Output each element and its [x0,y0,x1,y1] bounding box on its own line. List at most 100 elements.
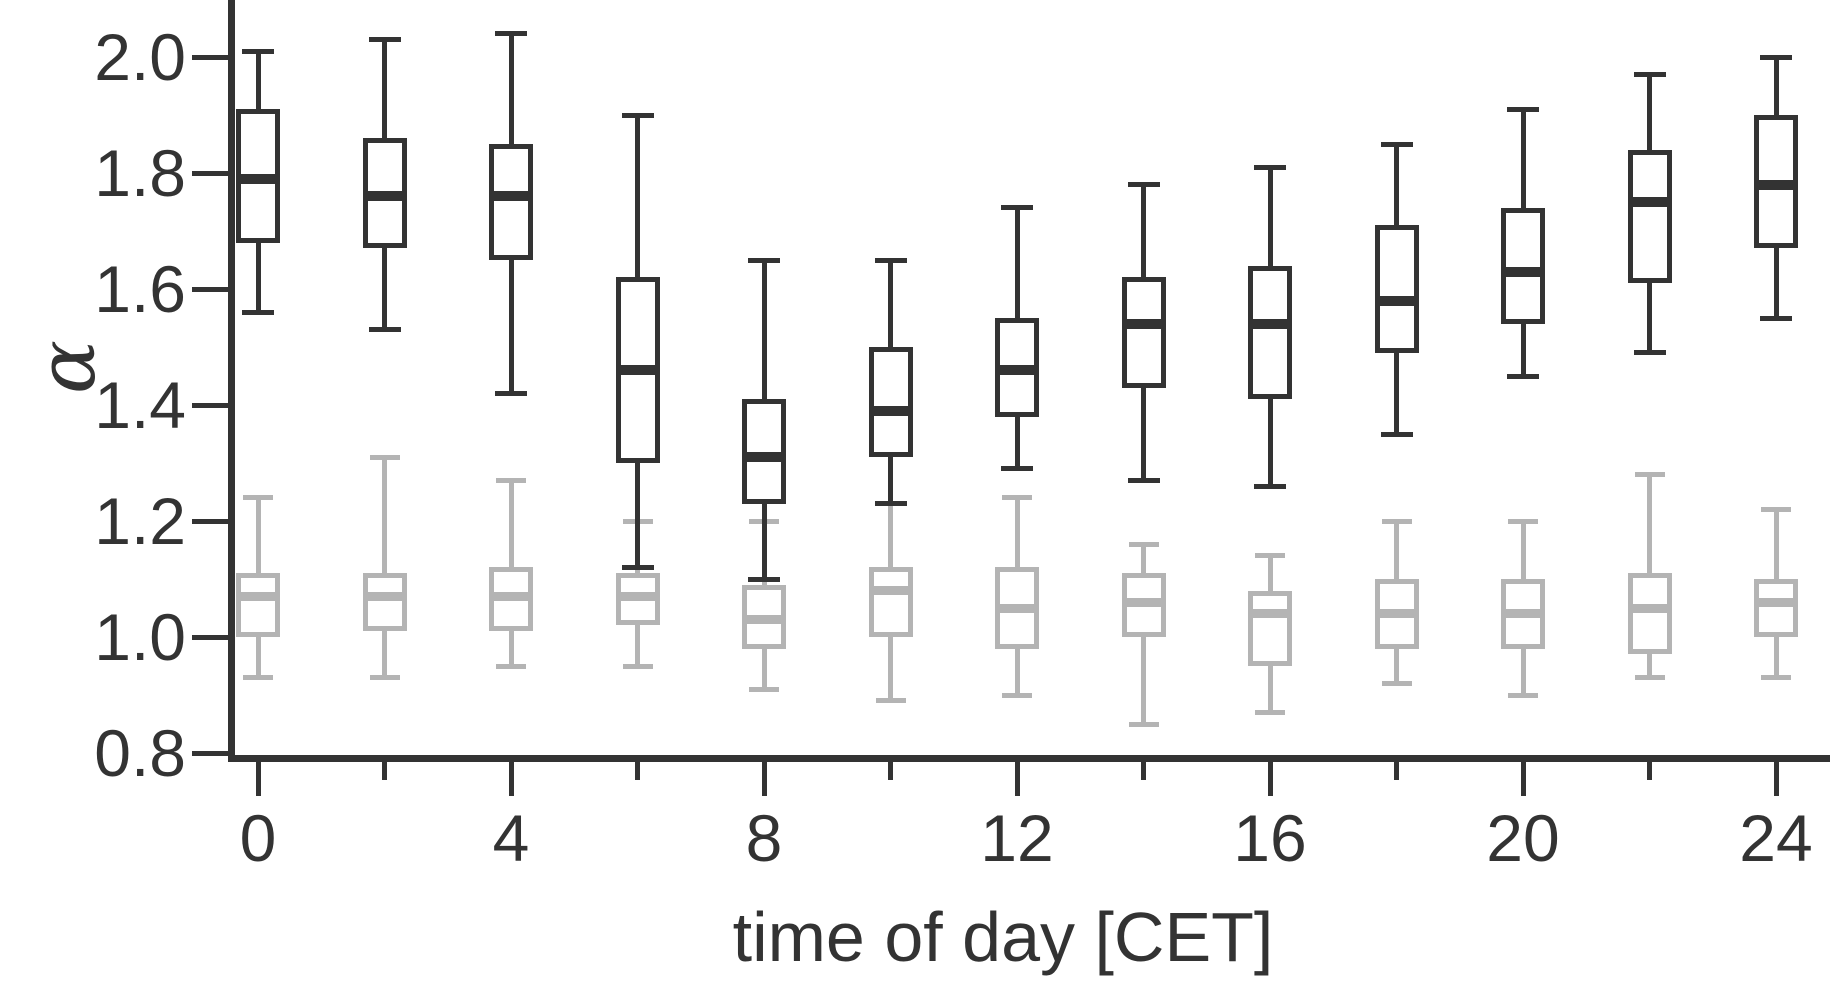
median-line-light-gray-series-h14 [1122,597,1165,607]
whisker-lower-light-gray-series-h12 [1014,648,1020,695]
box-light-gray-series-h0 [236,573,280,637]
median-line-dark-series-h14 [1122,318,1165,329]
box-light-gray-series-h22 [1627,573,1672,655]
y-tick-1.8 [191,170,228,176]
x-axis-title: time of day [CET] [732,898,1274,976]
whisker-lower-dark-series-h16 [1267,399,1273,487]
x-tick-label-20: 20 [1486,801,1560,875]
whisker-lower-dark-series-h6 [635,463,640,568]
whisker-cap-top-dark-series-h8 [748,257,780,263]
whisker-cap-bottom-dark-series-h18 [1380,431,1413,437]
median-line-dark-series-h8 [743,452,785,463]
whisker-cap-top-dark-series-h16 [1254,164,1286,170]
whisker-cap-bottom-dark-series-h12 [1001,466,1033,472]
whisker-upper-dark-series-h8 [761,260,767,400]
median-line-dark-series-h6 [616,365,659,376]
whisker-cap-bottom-dark-series-h22 [1633,350,1666,356]
whisker-lower-light-gray-series-h14 [1141,637,1146,724]
whisker-upper-dark-series-h18 [1394,144,1399,226]
whisker-upper-dark-series-h10 [888,260,893,347]
whisker-lower-light-gray-series-h6 [635,625,640,666]
box-dark-series-h18 [1374,225,1419,353]
box-dark-series-h16 [1248,265,1292,400]
whisker-lower-dark-series-h18 [1394,352,1399,434]
whisker-cap-bottom-light-gray-series-h6 [622,663,653,669]
whisker-cap-top-dark-series-h4 [495,31,527,37]
whisker-cap-bottom-light-gray-series-h0 [243,675,273,681]
box-dark-series-h8 [742,399,786,504]
whisker-upper-dark-series-h0 [255,51,261,110]
whisker-cap-bottom-dark-series-h8 [748,576,780,582]
whisker-cap-top-light-gray-series-h12 [1002,495,1032,501]
whisker-cap-bottom-light-gray-series-h16 [1255,709,1285,715]
whisker-cap-top-light-gray-series-h4 [496,477,526,483]
median-line-light-gray-series-h6 [616,591,659,601]
whisker-upper-light-gray-series-h18 [1394,521,1399,579]
whisker-lower-dark-series-h22 [1647,283,1652,353]
x-tick-0 [255,759,261,796]
whisker-upper-light-gray-series-h22 [1647,474,1652,574]
x-tick-24 [1773,759,1779,796]
x-minor-tick-6 [635,759,640,780]
whisker-lower-light-gray-series-h16 [1267,666,1273,713]
whisker-cap-top-light-gray-series-h18 [1381,518,1412,524]
whisker-upper-dark-series-h22 [1647,74,1652,150]
median-line-light-gray-series-h12 [996,603,1038,613]
whisker-cap-bottom-dark-series-h16 [1254,483,1286,489]
whisker-lower-dark-series-h12 [1014,416,1020,469]
x-axis-line [227,754,1830,762]
whisker-cap-top-dark-series-h18 [1380,141,1413,147]
x-minor-tick-2 [382,759,387,780]
median-line-dark-series-h2 [363,191,406,202]
whisker-cap-bottom-dark-series-h10 [874,501,907,507]
whisker-lower-dark-series-h8 [761,503,767,579]
x-tick-8 [761,759,767,796]
whisker-lower-dark-series-h20 [1520,323,1526,376]
whisker-cap-top-light-gray-series-h16 [1255,553,1285,559]
whisker-cap-bottom-dark-series-h2 [368,327,401,333]
whisker-cap-top-dark-series-h12 [1001,205,1033,211]
whisker-upper-dark-series-h20 [1520,109,1526,208]
median-line-light-gray-series-h8 [743,615,785,625]
whisker-lower-light-gray-series-h20 [1520,648,1526,695]
whisker-upper-light-gray-series-h14 [1141,544,1146,574]
box-dark-series-h22 [1627,149,1672,284]
whisker-upper-dark-series-h16 [1267,167,1273,266]
box-light-gray-series-h2 [362,573,407,632]
whisker-cap-top-dark-series-h0 [242,48,274,54]
box-dark-series-h10 [868,347,913,458]
median-line-dark-series-h18 [1375,295,1418,306]
whisker-cap-bottom-light-gray-series-h24 [1761,675,1791,681]
whisker-cap-top-dark-series-h2 [368,37,401,43]
median-line-dark-series-h20 [1502,266,1544,277]
box-light-gray-series-h10 [868,567,913,637]
whisker-upper-light-gray-series-h0 [255,497,261,574]
whisker-lower-dark-series-h2 [382,248,387,330]
y-tick-1.0 [191,634,228,640]
y-tick-label-1.2: 1.2 [94,484,186,558]
y-axis-line [227,0,235,762]
whisker-upper-light-gray-series-h24 [1773,509,1779,579]
whisker-lower-light-gray-series-h10 [888,637,893,701]
whisker-cap-top-dark-series-h6 [621,112,654,118]
x-minor-tick-18 [1394,759,1399,780]
whisker-lower-light-gray-series-h0 [255,637,261,678]
whisker-upper-dark-series-h24 [1773,57,1779,115]
median-line-dark-series-h4 [490,191,532,202]
median-line-light-gray-series-h24 [1755,597,1797,607]
median-line-dark-series-h12 [996,365,1038,376]
whisker-cap-top-light-gray-series-h2 [369,454,400,460]
y-tick-label-1.6: 1.6 [94,252,186,326]
whisker-lower-light-gray-series-h8 [761,648,767,690]
whisker-cap-bottom-light-gray-series-h12 [1002,692,1032,698]
box-dark-series-h14 [1121,277,1166,388]
x-minor-tick-22 [1647,759,1652,780]
whisker-cap-top-dark-series-h10 [874,257,907,263]
whisker-cap-bottom-light-gray-series-h18 [1381,680,1412,686]
whisker-cap-bottom-dark-series-h4 [495,390,527,396]
x-tick-label-0: 0 [239,801,277,875]
y-tick-label-1.8: 1.8 [94,136,186,210]
whisker-cap-top-light-gray-series-h14 [1128,541,1159,547]
whisker-lower-dark-series-h14 [1141,387,1146,481]
